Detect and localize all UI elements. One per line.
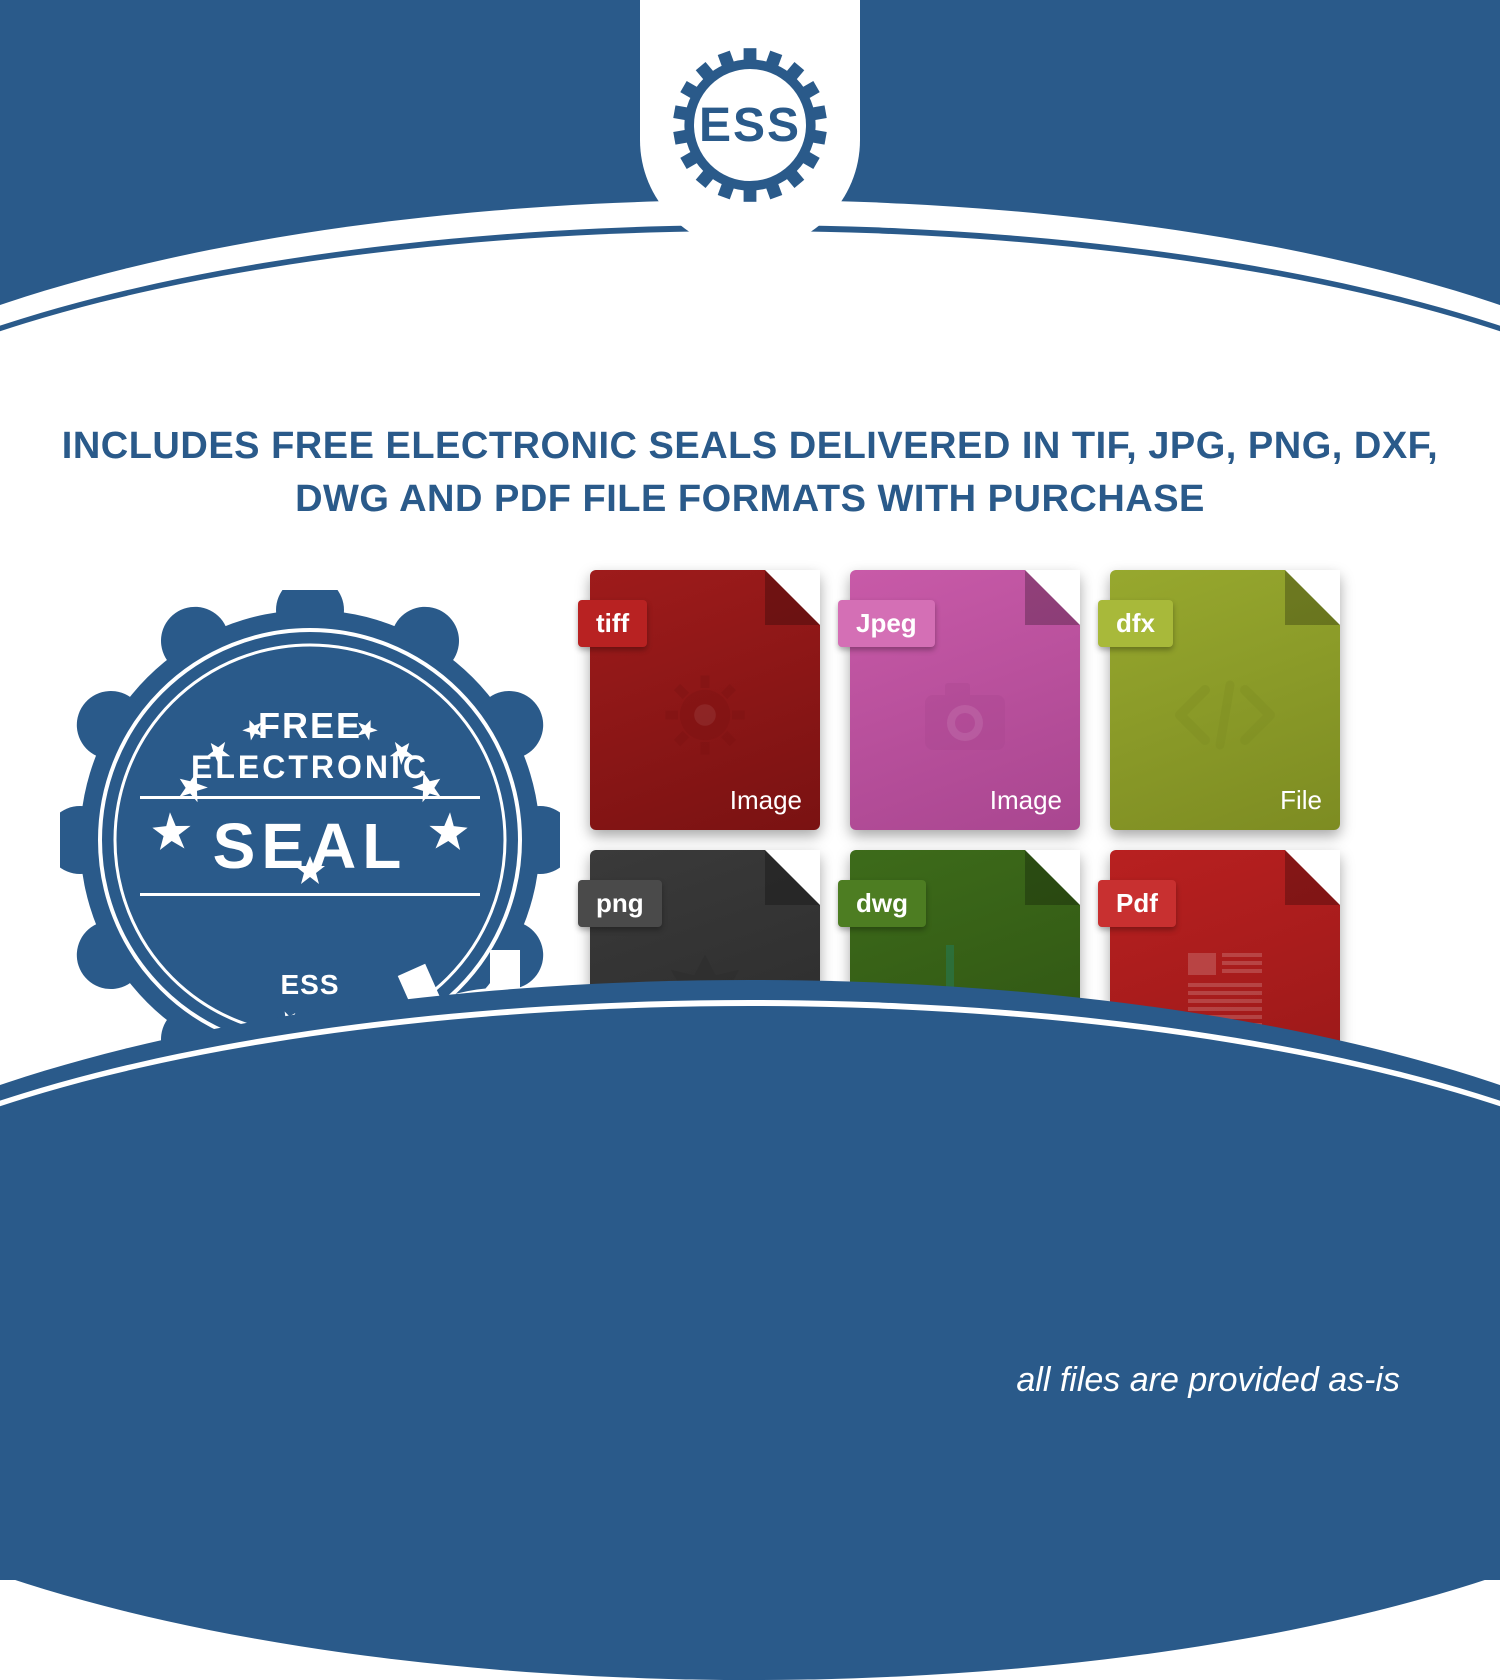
seal-line3: SEAL <box>130 809 490 883</box>
page-fold-icon <box>765 850 820 905</box>
page-fold-icon <box>1025 850 1080 905</box>
file-type-label: Image <box>730 785 802 816</box>
code-icon <box>1110 660 1340 770</box>
gear-icon <box>590 660 820 770</box>
file-card-tiff: tiffImage <box>590 570 820 830</box>
format-tab: Jpeg <box>838 600 935 647</box>
seal-text: FREE ELECTRONIC SEAL <box>130 705 490 906</box>
camera-icon <box>850 660 1080 770</box>
gear-icon: ESS <box>670 45 830 205</box>
file-type-label: File <box>1280 785 1322 816</box>
logo-shield: ESS <box>640 0 860 250</box>
file-card-dfx: dfxFile <box>1110 570 1340 830</box>
file-type-label: Image <box>990 785 1062 816</box>
seal-line1: FREE <box>130 705 490 747</box>
page-fold-icon <box>1285 850 1340 905</box>
divider <box>140 893 480 896</box>
page-fold-icon <box>1025 570 1080 625</box>
bottom-arc-line <box>0 1000 1500 1640</box>
page-fold-icon <box>1285 570 1340 625</box>
footnote: all files are provided as-is <box>1016 1361 1400 1400</box>
page-fold-icon <box>765 570 820 625</box>
logo-text: ESS <box>699 98 801 153</box>
format-tab: dfx <box>1098 600 1173 647</box>
divider <box>140 796 480 799</box>
format-tab: png <box>578 880 662 927</box>
format-tab: tiff <box>578 600 647 647</box>
format-tab: dwg <box>838 880 926 927</box>
seal-line2: ELECTRONIC <box>130 749 490 786</box>
file-card-jpeg: JpegImage <box>850 570 1080 830</box>
seal-inner-text: ESS <box>280 969 339 1001</box>
headline: INCLUDES FREE ELECTRONIC SEALS DELIVERED… <box>60 420 1440 526</box>
format-tab: Pdf <box>1098 880 1176 927</box>
